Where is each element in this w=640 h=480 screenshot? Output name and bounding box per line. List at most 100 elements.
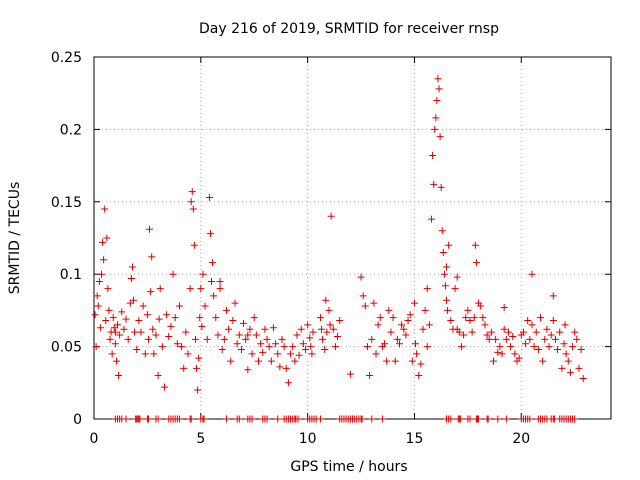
data-point [472,259,480,267]
data-point [161,383,168,391]
data-point [526,415,534,423]
data-point [261,325,269,333]
data-point [487,328,495,336]
data-point [96,324,104,332]
data-point [483,331,491,339]
data-point [498,350,506,358]
y-tick-label: 0.25 [51,50,82,66]
data-point [244,331,252,339]
y-tick-label: 0 [73,412,82,428]
data-point [122,315,130,323]
data-point [443,263,450,271]
data-point [502,415,510,423]
data-point [554,345,562,353]
data-point [91,311,99,319]
data-point [178,343,186,351]
data-point [438,227,446,235]
data-point [316,415,324,423]
data-point [321,345,329,353]
data-point [470,314,478,322]
series-zero-line [111,415,579,423]
data-point [263,335,271,343]
data-point [511,350,519,358]
data-point [112,357,120,365]
data-point [549,317,557,325]
data-point [198,322,206,330]
data-point [187,198,195,206]
data-point [528,270,536,278]
data-point [464,306,472,314]
data-point [564,357,572,365]
data-point [269,324,277,332]
data-point [94,302,102,310]
data-point [116,331,124,339]
data-point [180,364,188,372]
data-point [534,345,542,353]
data-point [500,325,508,333]
x-tick-label: 0 [90,431,99,447]
data-point [515,354,523,362]
x-tick-label: 5 [196,431,205,447]
data-point [496,343,504,351]
y-tick-label: 0.1 [60,267,82,283]
data-point [329,325,337,333]
data-point [419,325,427,333]
data-point [381,340,389,348]
data-point [155,315,163,323]
data-point [225,325,233,333]
data-point [462,314,470,322]
data-point [331,343,339,351]
data-point [444,306,452,314]
data-point [528,321,536,329]
data-point [216,277,224,285]
data-point [216,285,224,293]
data-points [91,75,587,423]
data-point [456,415,464,423]
data-point [502,335,510,343]
data-point [372,350,380,358]
data-point [106,335,114,343]
data-point [346,370,354,378]
data-point [210,292,218,300]
data-point [306,334,314,342]
data-point [428,215,436,223]
data-point [293,331,301,339]
x-axis-label: GPS time / hours [290,459,407,475]
data-point [120,325,128,333]
data-point [326,321,334,329]
data-point [237,345,245,353]
plot-frame [93,56,612,420]
data-point [212,314,220,322]
data-point [447,415,455,423]
data-point [539,357,547,365]
data-point [412,340,420,348]
data-point [378,415,386,423]
data-point [169,270,177,278]
data-point [250,314,258,322]
data-point [435,85,443,93]
chart-title: Day 216 of 2019, SRMTID for receiver rns… [199,21,499,37]
data-point [485,335,493,343]
data-point [560,340,568,348]
data-point [197,285,205,293]
data-point [541,335,549,343]
axis-ticks: 0 0.05 0.1 0.15 0.2 0.25 0 5 10 15 20 [51,50,611,447]
data-point [105,306,113,314]
data-point [443,296,450,304]
data-point [141,350,149,358]
data-point [206,230,214,238]
data-point [398,321,406,329]
data-point [479,314,487,322]
data-point [385,306,393,314]
data-point [126,299,134,307]
data-point [175,302,183,310]
data-point [196,314,204,322]
y-tick-label: 0.05 [51,340,82,356]
data-point [294,415,302,423]
x-tick-label: 10 [299,431,317,447]
data-point [97,270,105,278]
data-point [195,354,203,362]
data-point [460,331,468,339]
data-point [133,345,141,353]
data-point [440,270,448,278]
